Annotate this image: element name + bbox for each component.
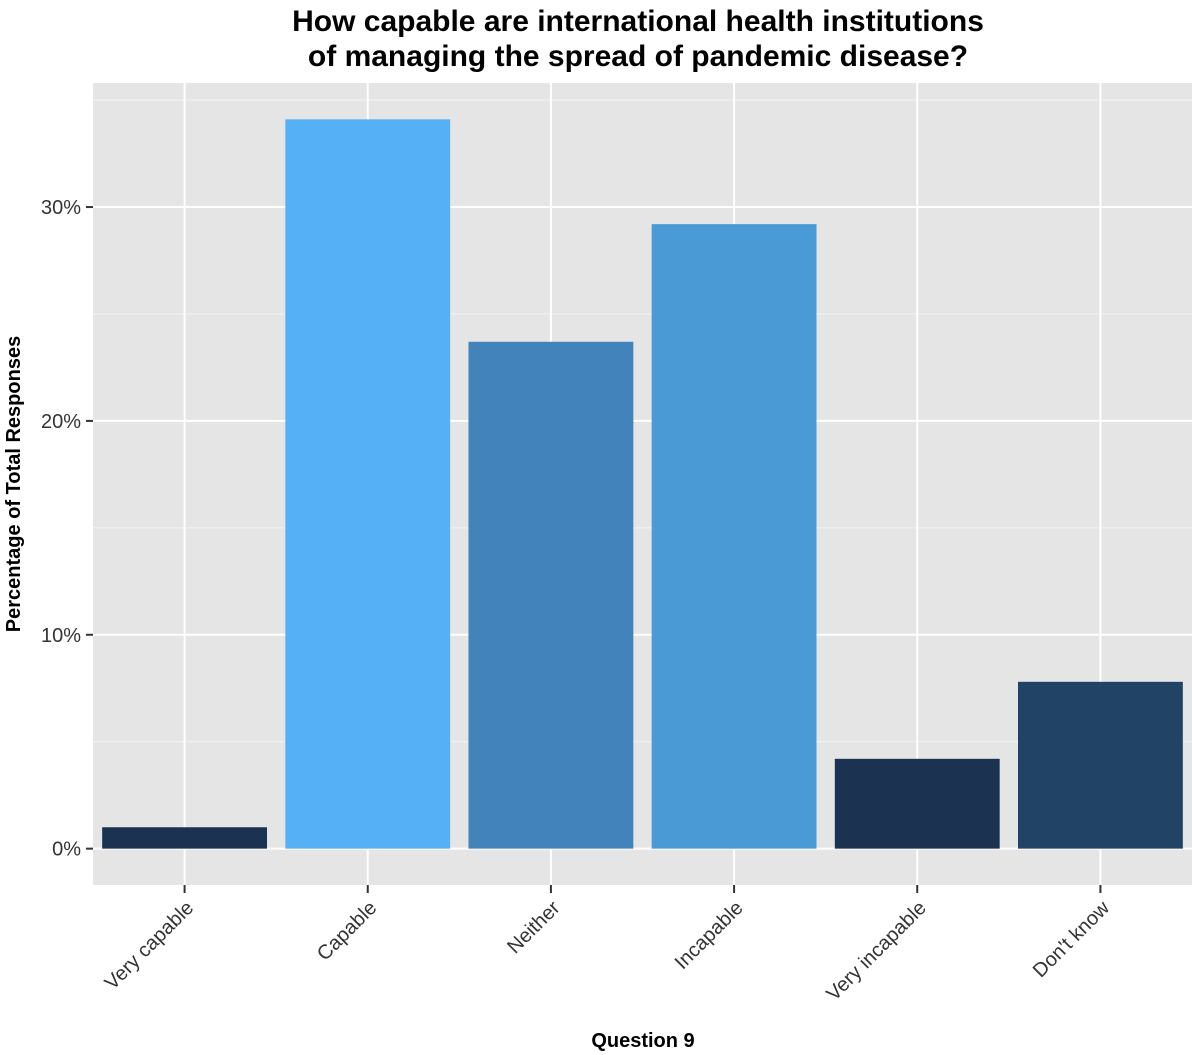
bar-don-t-know [1017, 681, 1183, 849]
y-tick-label: 10% [41, 625, 81, 647]
x-axis: Very capable Capable Neither Incapable Very … [101, 885, 1114, 1005]
bar-neither [468, 341, 634, 849]
bar-incapable [651, 224, 817, 849]
y-axis: 0% 10% 20% 30% [41, 197, 93, 861]
bar-very-capable [102, 827, 268, 849]
y-tick-label: 20% [41, 411, 81, 433]
y-axis-title: Percentage of Total Responses [3, 336, 25, 632]
chart-title: How capable are international health ins… [292, 5, 984, 73]
y-tick-label: 30% [41, 197, 81, 219]
x-tick-label: Neither [503, 897, 564, 958]
x-tick-label: Very capable [101, 897, 198, 994]
plot-panel [93, 83, 1192, 885]
x-axis-title: Question 9 [591, 1030, 694, 1052]
bar-capable [285, 119, 451, 849]
x-tick-label: Very incapable [822, 897, 930, 1005]
y-tick-label: 0% [52, 839, 81, 861]
x-tick-label: Don't know [1029, 897, 1114, 982]
x-tick-label: Incapable [671, 897, 748, 974]
bar-very-incapable [834, 758, 1000, 849]
minor-gridlines [93, 99, 1192, 743]
x-tick-label: Capable [313, 897, 381, 965]
bars [102, 119, 1183, 849]
